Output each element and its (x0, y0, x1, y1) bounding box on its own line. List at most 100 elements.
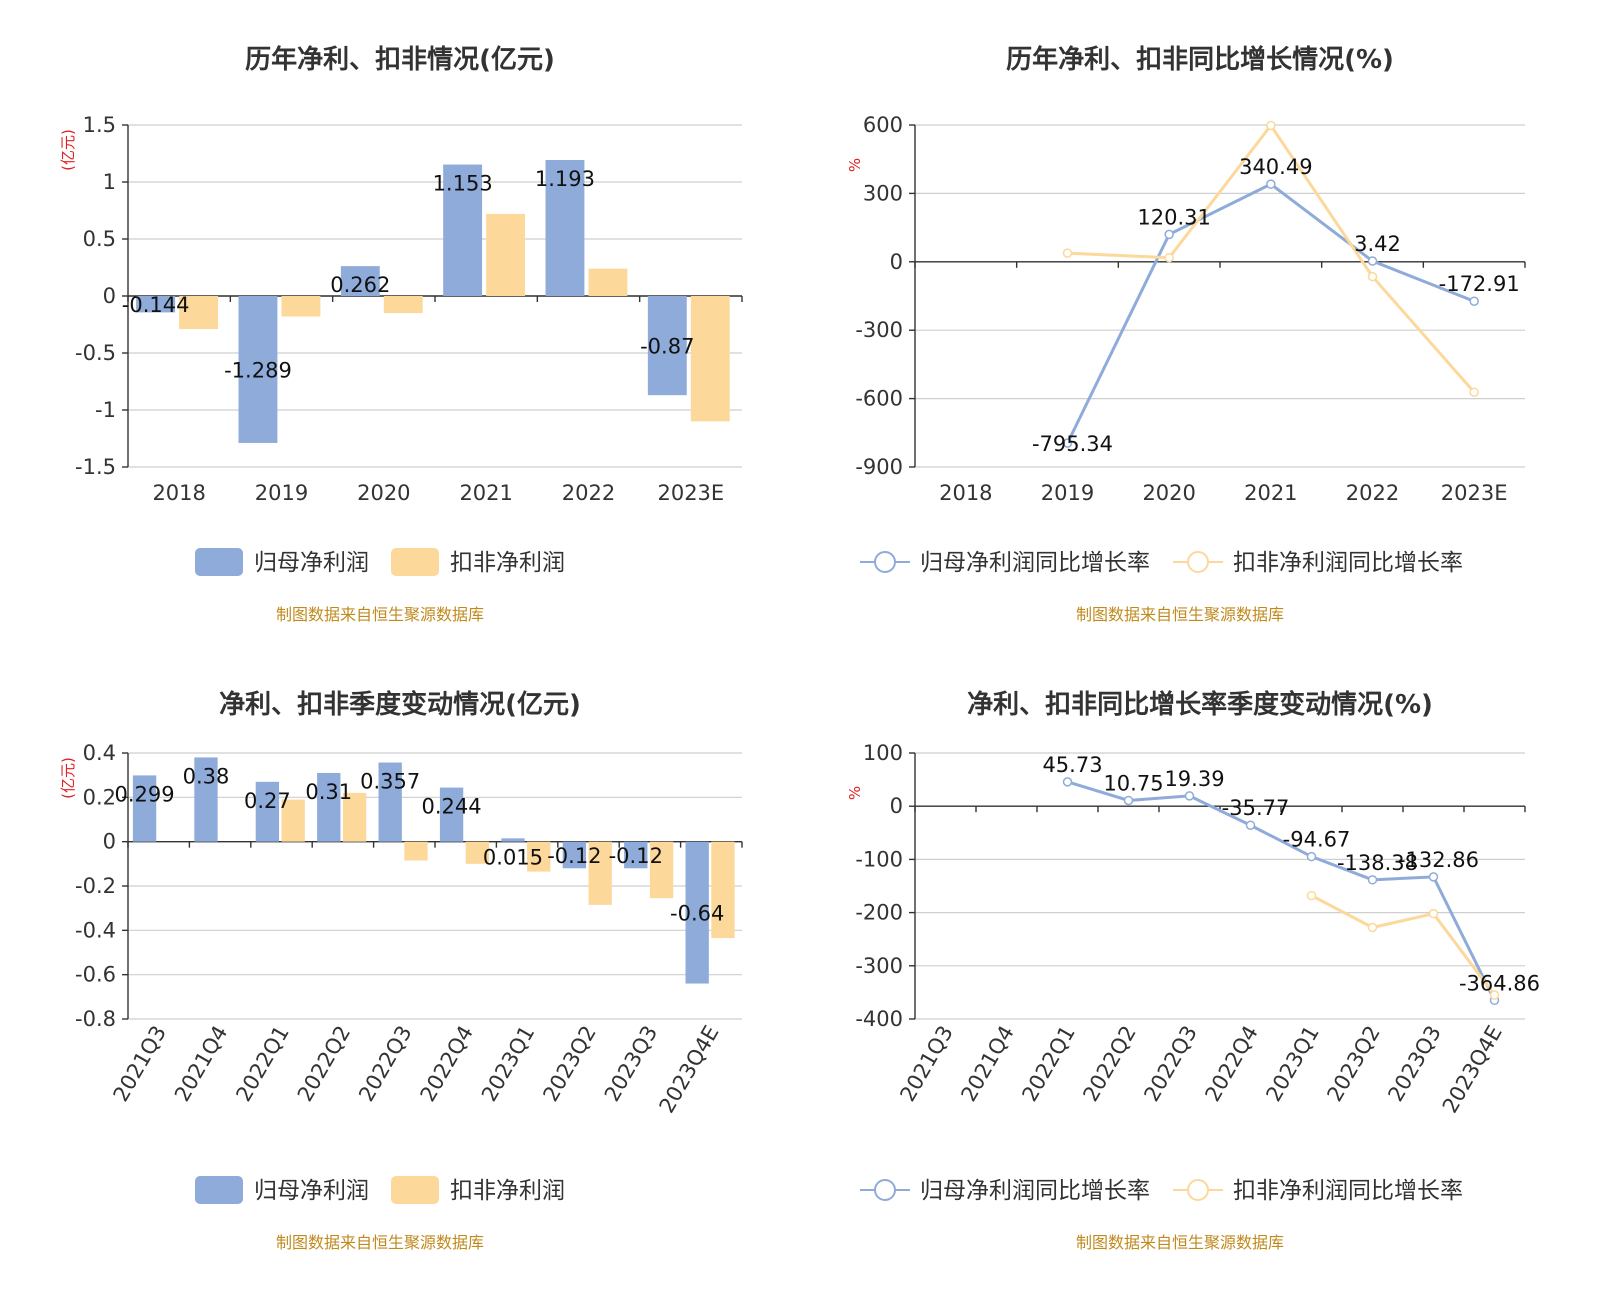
x-tick-label: 2021Q3 (109, 1022, 171, 1106)
bar-deducted-profit (281, 296, 321, 317)
data-point (1428, 872, 1439, 882)
series-line-net-profit-growth (1067, 780, 1496, 1001)
data-label: -35.77 (1222, 796, 1290, 820)
bar-net-profit (685, 841, 709, 984)
data-label: -795.34 (1032, 432, 1113, 456)
data-label: 0.31 (305, 780, 352, 804)
bar-net-profit (378, 762, 402, 842)
chart-title: 净利、扣非同比增长率季度变动情况(%) (967, 689, 1433, 720)
bar-deducted-profit (486, 213, 526, 296)
x-tick-label: 2023Q4E (1438, 1022, 1507, 1118)
bar-deducted-profit (649, 841, 674, 899)
y-tick-label: -300 (855, 318, 903, 342)
y-tick-label: -400 (855, 1007, 903, 1031)
bar-net-profit (136, 296, 176, 313)
data-point (1123, 795, 1134, 806)
x-tick-label: 2019 (1041, 481, 1094, 505)
data-label: -0.12 (547, 844, 601, 868)
legend-label: 扣非净利润 (450, 1178, 565, 1204)
legend-marker (874, 551, 896, 573)
bar-deducted-profit (383, 296, 423, 314)
data-point (1164, 229, 1174, 240)
data-point (1428, 908, 1439, 919)
y-axis-unit: (亿元) (59, 757, 77, 799)
source-note: 制图数据来自恒生聚源数据库 (276, 605, 484, 624)
chart-panel-annual-profit: 历年净利、扣非情况(亿元) 1.5 1 0.5 0 -0.5 -1 -1.5 (亿元) 2018 2… (5, 0, 795, 640)
data-label: 3.42 (1354, 232, 1401, 256)
data-point (1306, 890, 1317, 901)
bar-deducted-profit (527, 841, 551, 872)
x-tick-label: 2022 (1346, 481, 1399, 505)
data-point (1062, 777, 1073, 787)
y-tick-label: -900 (855, 455, 903, 479)
data-point (1266, 120, 1276, 131)
bar-net-profit (238, 296, 278, 443)
bar-deducted-profit (404, 841, 428, 861)
chart-svg: 历年净利、扣非情况(亿元) 1.5 1 0.5 0 -0.5 -1 -1.5 (亿元) 2018 2… (59, 44, 743, 624)
data-label: -0.64 (670, 902, 724, 926)
bar-deducted-profit (281, 799, 305, 842)
series-line-net-profit-growth (1066, 182, 1475, 444)
x-tick-label: 2022Q2 (1078, 1022, 1140, 1106)
data-point (1367, 922, 1378, 933)
y-tick-label: 1.5 (83, 113, 116, 137)
x-tick-label: 2021Q4 (956, 1022, 1018, 1106)
x-tick-label: 2020 (1142, 481, 1195, 505)
data-point (1266, 179, 1276, 189)
bar-net-profit (317, 772, 341, 842)
data-point (1367, 271, 1378, 282)
bar-deducted-profit (588, 841, 612, 905)
legend-marker (1187, 1179, 1209, 1201)
bar-net-profit (194, 757, 218, 842)
y-tick-label: 0 (890, 250, 903, 274)
legend-label: 归母净利润同比增长率 (920, 550, 1150, 576)
data-label: -0.12 (609, 844, 663, 868)
y-axis-unit: % (846, 786, 864, 800)
chart-svg: 净利、扣非同比增长率季度变动情况(%) 100 0 -100 -200 -300 -400%… (846, 689, 1540, 1252)
y-axis-unit: (亿元) (59, 129, 77, 171)
x-tick-label: 2023E (1441, 481, 1508, 505)
y-tick-label: 1 (103, 170, 116, 194)
bar-net-profit (562, 841, 587, 869)
data-point (1184, 791, 1195, 801)
x-tick-label: 2023Q1 (1261, 1022, 1323, 1106)
x-tick-label: 2021 (459, 481, 512, 505)
legend-label: 归母净利润 (254, 550, 369, 576)
x-tick-label: 2021Q4 (170, 1022, 232, 1106)
data-label: -0.144 (122, 293, 190, 317)
y-axis-unit: % (846, 158, 864, 172)
bar-deducted-profit (588, 268, 628, 296)
data-point (1367, 256, 1378, 266)
y-tick-label: -0.5 (75, 341, 116, 365)
bar-deducted-profit (711, 841, 735, 939)
chart-svg: 净利、扣非季度变动情况(亿元) 0.4 0.2 0 -0.2 -0.4 -0.6 -0.8 (亿… (59, 689, 743, 1252)
chart-title: 净利、扣非季度变动情况(亿元) (219, 689, 581, 720)
data-label: 10.75 (1103, 771, 1163, 795)
data-label: -1.289 (224, 358, 292, 382)
data-point (1245, 820, 1256, 830)
data-label: 45.73 (1042, 753, 1102, 777)
x-tick-label: 2022Q1 (231, 1022, 293, 1106)
y-tick-label: -100 (855, 847, 903, 871)
bar-deducted-profit (690, 296, 730, 422)
data-point (1469, 387, 1479, 397)
source-note: 制图数据来自恒生聚源数据库 (1076, 605, 1284, 624)
y-tick-label: -0.8 (75, 1007, 116, 1031)
bar-net-profit (255, 781, 280, 842)
y-tick-label: 100 (863, 741, 903, 765)
y-tick-label: -0.4 (75, 918, 116, 942)
x-tick-label: 2022Q4 (1200, 1022, 1262, 1106)
data-label: -94.67 (1283, 828, 1351, 852)
chart-panel-quarterly-growth: 净利、扣非同比增长率季度变动情况(%) 100 0 -100 -200 -300 -400%… (805, 645, 1595, 1285)
y-tick-label: 0 (103, 830, 116, 854)
y-tick-label: -1 (95, 398, 116, 422)
data-label: 0.015 (483, 845, 543, 869)
legend-label: 扣非净利润同比增长率 (1233, 550, 1463, 576)
data-point (1062, 438, 1073, 448)
legend-label: 归母净利润同比增长率 (920, 1178, 1150, 1204)
bar-net-profit (439, 787, 464, 842)
data-label: -132.86 (1398, 848, 1479, 872)
x-tick-label: 2019 (255, 481, 308, 505)
data-label: -364.86 (1459, 971, 1540, 995)
legend-swatch-net-profit (195, 1176, 243, 1204)
